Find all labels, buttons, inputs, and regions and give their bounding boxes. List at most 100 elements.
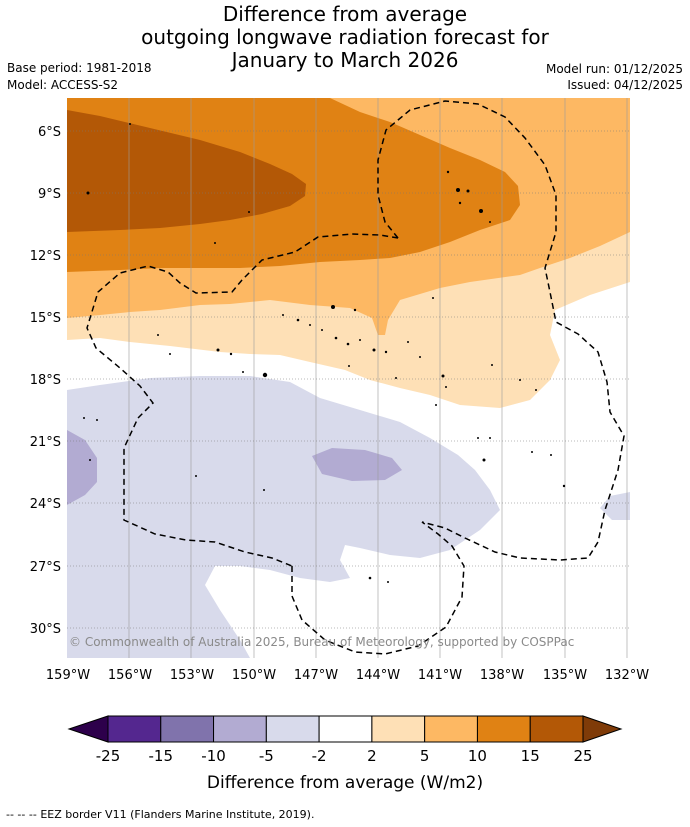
colorbar-label: Difference from average (W/m2) — [207, 773, 483, 793]
title-line-3: January to March 2026 — [231, 48, 459, 72]
olr-region-neg-5-to-2-east — [600, 492, 630, 520]
colorbar: -25 -15 -10 -5 -2 2 5 10 15 25 Difference from av… — [67, 715, 623, 793]
island-marker — [262, 372, 268, 378]
lon-label: 138°W — [480, 668, 524, 683]
island-marker — [489, 221, 491, 223]
eez-border-central — [86, 233, 399, 567]
colorbar-tick-label: -5 — [259, 747, 274, 765]
map-plot-area: © Commonwealth of Australia 2025, Bureau… — [67, 98, 630, 658]
island-marker — [296, 318, 300, 322]
island-marker — [519, 379, 521, 381]
lat-label: 9°S — [38, 187, 61, 202]
map-figure: © Commonwealth of Australia 2025, Bureau… — [30, 98, 649, 793]
island-marker — [157, 334, 159, 336]
island-marker — [96, 419, 98, 421]
colorbar-tick-label: 2 — [367, 747, 377, 765]
island-marker — [435, 404, 437, 406]
lon-label: 159°W — [46, 668, 90, 683]
lon-label: 144°W — [356, 668, 400, 683]
colorbar-tick-label: -10 — [201, 747, 226, 765]
colorbar-bin — [318, 715, 373, 743]
lon-label: 156°W — [108, 668, 152, 683]
model-name: Model: ACCESS-S2 — [7, 78, 119, 92]
island-marker — [419, 356, 421, 358]
base-period: Base period: 1981-2018 — [7, 61, 152, 75]
island-marker — [387, 581, 389, 583]
colorbar-tick-label: -15 — [149, 747, 174, 765]
lon-label: 132°W — [605, 668, 649, 683]
map-gridlines-lat — [67, 130, 630, 629]
lat-label: 21°S — [30, 435, 61, 450]
eez-border-northeast — [377, 100, 625, 561]
island-marker — [458, 201, 462, 205]
island-marker — [432, 297, 434, 299]
lon-axis: 159°W 156°W 153°W 150°W 147°W 144°W 141°… — [46, 668, 649, 683]
colorbar-bin — [265, 715, 320, 743]
colorbar-bin — [371, 715, 426, 743]
olr-region-neg-10-to-5-west — [67, 430, 97, 505]
lat-label: 24°S — [30, 497, 61, 512]
lat-axis: 6°S 9°S 12°S 15°S 18°S 21°S 24°S 27°S 30… — [30, 125, 61, 637]
colorbar-bin — [107, 715, 162, 743]
island-marker — [169, 353, 171, 355]
island-marker — [531, 451, 533, 453]
map-copyright: © Commonwealth of Australia 2025, Bureau… — [69, 635, 574, 649]
lon-label: 150°W — [232, 668, 276, 683]
island-marker — [550, 454, 552, 456]
lon-label: 141°W — [418, 668, 462, 683]
island-marker — [195, 475, 197, 477]
model-run-date: Model run: 01/12/2025 — [545, 62, 683, 76]
lon-label: 153°W — [170, 668, 214, 683]
islands — [83, 123, 566, 583]
island-marker — [482, 458, 486, 462]
lat-label: 6°S — [38, 125, 61, 140]
footer-legend: -- -- -- EEZ border V11 (Flanders Marine… — [6, 808, 314, 821]
colorbar-tick-label: -2 — [312, 747, 327, 765]
title-line-2: outgoing longwave radiation forecast for — [141, 25, 549, 49]
lat-label: 27°S — [30, 560, 61, 575]
colorbar-tick-label: 5 — [420, 747, 430, 765]
island-marker — [263, 489, 265, 491]
lon-label: 147°W — [294, 668, 338, 683]
island-marker — [348, 365, 350, 367]
island-marker — [489, 437, 491, 439]
island-marker — [359, 339, 361, 341]
lat-label: 12°S — [30, 249, 61, 264]
map-gridlines — [128, 98, 628, 658]
eez-legend-symbol: -- -- -- — [6, 808, 37, 821]
island-marker — [346, 342, 350, 346]
lat-label: 30°S — [30, 622, 61, 637]
island-marker — [477, 437, 479, 439]
colorbar-bin — [476, 715, 531, 743]
colorbar-bin — [213, 715, 267, 743]
island-marker — [368, 576, 372, 580]
island-marker — [446, 170, 450, 174]
colorbar-tick-label: -25 — [96, 747, 121, 765]
colorbar-over-arrow — [582, 715, 623, 743]
island-marker — [86, 191, 90, 195]
island-marker — [334, 336, 338, 340]
colorbar-bin — [424, 715, 478, 743]
island-marker — [214, 242, 216, 244]
olr-region-15-to-25 — [67, 110, 306, 232]
title-line-1: Difference from average — [222, 2, 468, 26]
island-marker — [535, 389, 537, 391]
island-marker — [456, 188, 460, 192]
island-marker — [83, 417, 85, 419]
olr-region-neg-5-to-2 — [67, 376, 500, 658]
colorbar-under-arrow — [67, 715, 109, 743]
island-marker — [407, 341, 409, 343]
olr-region-neg-10-to-5 — [312, 448, 402, 481]
colorbar-tick-label: 10 — [468, 747, 487, 765]
island-marker — [321, 329, 323, 331]
island-marker — [372, 348, 376, 352]
island-marker — [309, 324, 311, 326]
island-marker — [89, 459, 91, 461]
colorbar-bin — [160, 715, 215, 743]
island-marker — [353, 308, 357, 312]
island-marker — [129, 123, 131, 125]
island-marker — [445, 386, 447, 388]
colorbar-tick-label: 25 — [573, 747, 592, 765]
island-marker — [466, 189, 470, 193]
island-marker — [562, 484, 566, 488]
